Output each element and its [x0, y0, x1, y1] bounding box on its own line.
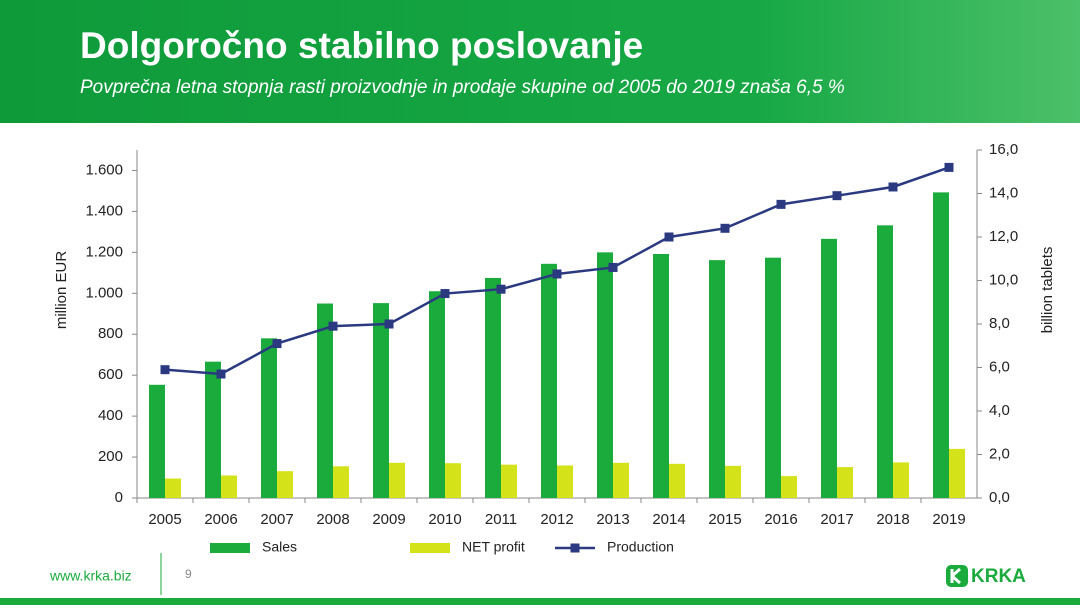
x-tick-label: 2006	[204, 511, 237, 528]
bar	[669, 463, 685, 498]
y-tick-label: 1.200	[85, 243, 123, 260]
legend-swatch	[410, 543, 450, 553]
bar	[389, 462, 405, 498]
slide-title: Dolgoročno stabilno poslovanje	[80, 25, 643, 66]
bar	[277, 471, 293, 498]
bar	[709, 260, 725, 498]
legend-label: NET profit	[462, 539, 525, 555]
x-tick-label: 2018	[876, 511, 909, 528]
x-tick-label: 2005	[148, 511, 181, 528]
bar	[373, 303, 389, 498]
bar	[149, 384, 165, 498]
bar	[317, 303, 333, 498]
y-tick-label: 400	[98, 407, 123, 424]
x-tick-label: 2010	[428, 511, 461, 528]
y-tick-label: 1.000	[85, 284, 123, 301]
y2-tick-label: 4,0	[989, 402, 1010, 419]
x-tick-label: 2013	[596, 511, 629, 528]
logo-mark	[946, 565, 968, 587]
line-marker	[496, 284, 506, 294]
bar	[765, 257, 781, 498]
y2-tick-label: 8,0	[989, 315, 1010, 332]
bar	[837, 467, 853, 498]
x-tick-label: 2015	[708, 511, 741, 528]
bar	[429, 291, 445, 498]
y2-tick-label: 0,0	[989, 489, 1010, 506]
bar	[949, 448, 965, 498]
y2-tick-label: 10,0	[989, 271, 1018, 288]
footer-band	[0, 598, 1080, 605]
line-marker	[944, 162, 954, 172]
y-tick-label: 1.400	[85, 202, 123, 219]
bar	[557, 465, 573, 498]
y2-tick-label: 12,0	[989, 228, 1018, 245]
line-marker	[552, 269, 562, 279]
legend-label: Sales	[262, 539, 297, 555]
bar	[261, 338, 277, 498]
line-marker	[384, 319, 394, 329]
bar	[821, 238, 837, 498]
x-tick-label: 2017	[820, 511, 853, 528]
x-tick-label: 2016	[764, 511, 797, 528]
line-marker	[328, 321, 338, 331]
legend-label: Production	[607, 539, 674, 555]
y2-tick-label: 16,0	[989, 141, 1018, 158]
bar	[165, 478, 181, 498]
y2-tick-label: 6,0	[989, 358, 1010, 375]
bar	[205, 361, 221, 498]
line-marker	[272, 339, 282, 349]
bar	[221, 475, 237, 498]
legend-swatch	[210, 543, 250, 553]
bar	[613, 462, 629, 498]
x-tick-label: 2012	[540, 511, 573, 528]
x-tick-label: 2014	[652, 511, 685, 528]
bar	[445, 463, 461, 498]
legend-marker	[570, 543, 580, 553]
y-tick-label: 600	[98, 366, 123, 383]
slide-subtitle: Povprečna letna stopnja rasti proizvodnj…	[80, 77, 845, 98]
line-marker	[832, 191, 842, 201]
line-marker	[720, 223, 730, 233]
bar	[597, 252, 613, 498]
bar	[541, 263, 557, 498]
y-tick-label: 200	[98, 448, 123, 465]
bar	[933, 192, 949, 498]
line-marker	[888, 182, 898, 192]
line-marker	[160, 365, 170, 375]
bar	[893, 462, 909, 498]
bar	[781, 476, 797, 498]
bar	[501, 464, 517, 498]
line-marker	[216, 369, 226, 379]
bar	[485, 277, 501, 498]
y2-axis-label: billion tablets	[1039, 247, 1056, 334]
line-marker	[608, 262, 618, 272]
y-tick-label: 800	[98, 325, 123, 342]
line-marker	[664, 232, 674, 242]
line-marker	[440, 289, 450, 299]
bar	[653, 253, 669, 498]
bar	[333, 466, 349, 498]
x-tick-label: 2009	[372, 511, 405, 528]
y-tick-label: 0	[115, 489, 123, 506]
bar	[877, 225, 893, 498]
y-axis-label: million EUR	[53, 251, 70, 330]
footer-url: www.krka.biz	[49, 568, 132, 584]
logo-text: KRKA	[971, 566, 1026, 587]
y2-tick-label: 14,0	[989, 184, 1018, 201]
y-tick-label: 1.600	[85, 161, 123, 178]
line-marker	[776, 199, 786, 209]
x-tick-label: 2019	[932, 511, 965, 528]
x-tick-label: 2008	[316, 511, 349, 528]
page-number: 9	[185, 567, 192, 581]
y2-tick-label: 2,0	[989, 445, 1010, 462]
x-tick-label: 2007	[260, 511, 293, 528]
header-band	[0, 0, 1080, 123]
logo-k	[950, 567, 961, 585]
bar	[725, 465, 741, 498]
x-tick-label: 2011	[485, 511, 517, 528]
